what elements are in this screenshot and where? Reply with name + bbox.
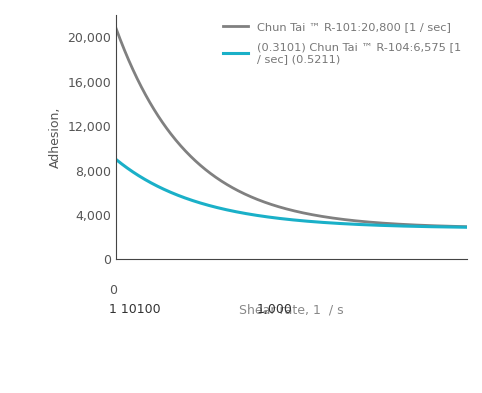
(0.3101) Chun Tai ™ R-104:6,575 [1
/ sec] (0.5211) [401, 224, 407, 228]
(0.3101) Chun Tai ™ R-104:6,575 [1
/ sec] (0.5211) [113, 157, 119, 162]
Text: 1,000: 1,000 [256, 303, 292, 316]
Chun Tai ™ R-101:20,800 [1 / sec] [322, 215, 328, 219]
Chun Tai ™ R-101:20,800 [1 / sec] [280, 206, 286, 210]
Line: (0.3101) Chun Tai ™ R-104:6,575 [1
/ sec] (0.5211): (0.3101) Chun Tai ™ R-104:6,575 [1 / sec… [116, 160, 467, 227]
(0.3101) Chun Tai ™ R-104:6,575 [1
/ sec] (0.5211) [322, 220, 328, 225]
Chun Tai ™ R-101:20,800 [1 / sec] [282, 206, 288, 211]
Chun Tai ™ R-101:20,800 [1 / sec] [464, 224, 470, 229]
X-axis label: Shear rate, 1  / s: Shear rate, 1 / s [239, 303, 344, 316]
(0.3101) Chun Tai ™ R-104:6,575 [1
/ sec] (0.5211) [280, 217, 286, 221]
Chun Tai ™ R-101:20,800 [1 / sec] [401, 222, 407, 227]
Y-axis label: Adhesion,: Adhesion, [49, 107, 62, 168]
Legend: Chun Tai ™ R-101:20,800 [1 / sec], (0.3101) Chun Tai ™ R-104:6,575 [1
/ sec] (0.: Chun Tai ™ R-101:20,800 [1 / sec], (0.31… [220, 18, 465, 67]
Text: 1 10100: 1 10100 [109, 303, 161, 316]
(0.3101) Chun Tai ™ R-104:6,575 [1
/ sec] (0.5211) [464, 225, 470, 230]
(0.3101) Chun Tai ™ R-104:6,575 [1
/ sec] (0.5211) [282, 217, 288, 221]
Text: 0: 0 [109, 284, 117, 297]
(0.3101) Chun Tai ™ R-104:6,575 [1
/ sec] (0.5211) [455, 225, 461, 230]
(0.3101) Chun Tai ™ R-104:6,575 [1
/ sec] (0.5211) [303, 219, 309, 224]
Chun Tai ™ R-101:20,800 [1 / sec] [455, 224, 461, 229]
Chun Tai ™ R-101:20,800 [1 / sec] [113, 26, 119, 31]
Chun Tai ™ R-101:20,800 [1 / sec] [303, 211, 309, 216]
Line: Chun Tai ™ R-101:20,800 [1 / sec]: Chun Tai ™ R-101:20,800 [1 / sec] [116, 28, 467, 227]
